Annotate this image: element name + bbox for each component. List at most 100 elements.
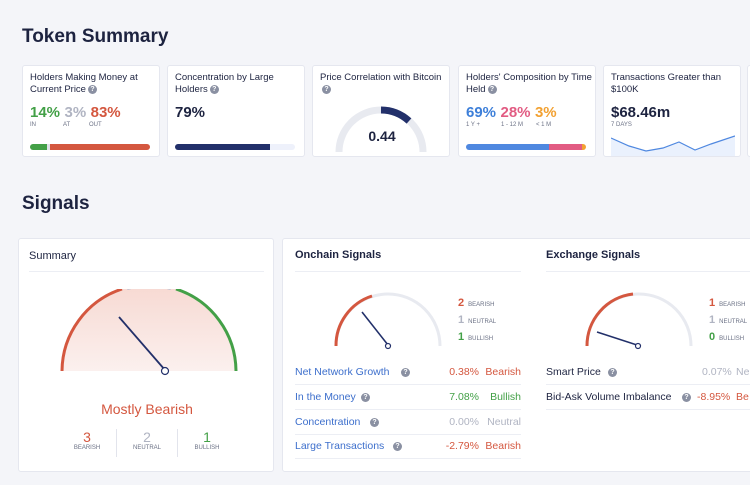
exchange-bullish: 0 BULLISH bbox=[709, 331, 744, 343]
help-icon[interactable]: ? bbox=[393, 442, 402, 451]
money-bar-out bbox=[50, 144, 150, 150]
onchain-bearish-count: 2 bbox=[458, 297, 465, 309]
onchain-neutral-count: 1 bbox=[458, 314, 465, 326]
onchain-bearish: 2 BEARISH bbox=[458, 297, 494, 309]
concentration-title-text: Concentration by Large Holders bbox=[175, 72, 274, 95]
onchain-row-signal: Bearish bbox=[485, 366, 521, 378]
price-correlation-card[interactable]: Price Correlation with Bitcoin? 0.44 bbox=[312, 65, 450, 157]
onchain-row-percent: -2.79% bbox=[445, 440, 479, 452]
transactions-card[interactable]: Transactions Greater than $100K $68.46m … bbox=[603, 65, 741, 157]
onchain-gauge bbox=[334, 292, 442, 350]
onchain-neutral: 1 NEUTRAL bbox=[458, 314, 496, 326]
exchange-gauge-bearish-arc bbox=[585, 292, 634, 347]
correlation-gauge-fill bbox=[380, 106, 412, 124]
help-icon[interactable]: ? bbox=[87, 84, 97, 94]
onchain-row-label[interactable]: Large Transactions bbox=[295, 440, 385, 452]
summary-sep-1 bbox=[116, 429, 117, 457]
help-icon[interactable]: ? bbox=[401, 368, 410, 377]
long-term-value: 69% bbox=[466, 104, 497, 121]
onchain-row-label[interactable]: In the Money bbox=[295, 391, 356, 403]
summary-bullish-label: BULLISH bbox=[194, 445, 220, 451]
composition-bar-mid bbox=[548, 144, 583, 150]
exchange-row-signal: Ne bbox=[736, 366, 750, 378]
onchain-row-label[interactable]: Net Network Growth bbox=[295, 366, 390, 378]
composition-title-text: Holders' Composition by Time Held bbox=[466, 72, 592, 95]
onchain-gauge-track bbox=[334, 292, 442, 347]
onchain-row-percent: 0.38% bbox=[449, 366, 479, 378]
in-value: 14% bbox=[30, 104, 61, 121]
help-icon[interactable]: ? bbox=[361, 393, 370, 402]
short-term-label: < 1 M bbox=[536, 122, 552, 128]
exchange-bearish-label: BEARISH bbox=[719, 302, 746, 308]
summary-gauge-area bbox=[62, 289, 236, 371]
exchange-row[interactable]: Smart Price? 0.07% Ne bbox=[546, 361, 750, 385]
exchange-bullish-label: BULLISH bbox=[719, 336, 745, 342]
concentration-bar-fill bbox=[175, 144, 270, 150]
help-icon[interactable]: ? bbox=[487, 84, 497, 94]
help-icon[interactable]: ? bbox=[682, 393, 691, 402]
exchange-neutral: 1 NEUTRAL bbox=[709, 314, 747, 326]
exchange-gauge-needle bbox=[596, 331, 638, 346]
summary-card: Summary Mostly Bearish 3 BEARISH 2 NEUTR… bbox=[18, 238, 274, 472]
mid-term-label: 1 - 12 M bbox=[501, 122, 524, 128]
at-value: 3% bbox=[64, 104, 87, 121]
concentration-bar bbox=[175, 144, 295, 150]
onchain-divider bbox=[295, 271, 521, 272]
out-label: OUT bbox=[89, 122, 102, 128]
onchain-row-signal: Neutral bbox=[487, 416, 521, 428]
onchain-bullish-label: BULLISH bbox=[468, 336, 494, 342]
onchain-row[interactable]: Concentration? 0.00% Neutral bbox=[295, 411, 521, 435]
summary-bearish-count: 3 bbox=[83, 429, 91, 445]
exchange-row-signal: Be bbox=[736, 391, 749, 403]
short-term-value: 3% bbox=[534, 104, 557, 121]
onchain-row[interactable]: Large Transactions? -2.79% Bearish bbox=[295, 435, 521, 459]
help-icon[interactable]: ? bbox=[322, 84, 331, 94]
onchain-row[interactable]: Net Network Growth? 0.38% Bearish bbox=[295, 361, 521, 385]
summary-neutral: 2 NEUTRAL bbox=[129, 429, 165, 451]
next-card-edge bbox=[747, 65, 750, 157]
signals-detail-card bbox=[282, 238, 750, 472]
onchain-row-percent: 0.00% bbox=[449, 416, 479, 428]
exchange-row-label[interactable]: Smart Price bbox=[546, 366, 601, 378]
signals-heading: Signals bbox=[22, 193, 90, 214]
at-label: AT bbox=[63, 122, 71, 128]
composition-card[interactable]: Holders' Composition by Time Held? 69% 2… bbox=[458, 65, 596, 157]
exchange-row-percent: 0.07% bbox=[702, 366, 732, 378]
token-summary-heading: Token Summary bbox=[22, 26, 169, 47]
summary-gauge-hub bbox=[160, 366, 170, 376]
sparkline-area bbox=[611, 136, 735, 156]
price-correlation-title: Price Correlation with Bitcoin? bbox=[320, 72, 446, 96]
exchange-bearish-count: 1 bbox=[709, 297, 716, 309]
transactions-period: 7 DAYS bbox=[611, 122, 632, 128]
exchange-row-percent: -8.95% bbox=[697, 391, 731, 403]
exchange-row-label[interactable]: Bid-Ask Volume Imbalance bbox=[546, 391, 672, 403]
summary-bullish: 1 BULLISH bbox=[189, 429, 225, 451]
onchain-row[interactable]: In the Money? 7.08% Bullish bbox=[295, 386, 521, 410]
summary-bearish: 3 BEARISH bbox=[69, 429, 105, 451]
holders-money-card[interactable]: Holders Making Money at Current Price? 1… bbox=[22, 65, 160, 157]
transactions-title: Transactions Greater than $100K bbox=[611, 72, 722, 95]
summary-gauge-bullish-arc bbox=[175, 289, 238, 372]
help-icon[interactable]: ? bbox=[370, 418, 379, 427]
transactions-sparkline bbox=[611, 135, 735, 156]
exchange-title: Exchange Signals bbox=[546, 249, 641, 261]
concentration-card[interactable]: Concentration by Large Holders? 79% bbox=[167, 65, 305, 157]
summary-sep-2 bbox=[177, 429, 178, 457]
summary-gauge bbox=[60, 289, 238, 376]
composition-bar-short bbox=[582, 144, 586, 150]
summary-neutral-label: NEUTRAL bbox=[132, 445, 161, 451]
onchain-gauge-hub bbox=[384, 342, 392, 350]
concentration-value: 79% bbox=[175, 104, 206, 121]
onchain-row-signal: Bearish bbox=[485, 440, 521, 452]
money-bar bbox=[30, 144, 150, 150]
help-icon[interactable]: ? bbox=[209, 84, 219, 94]
exchange-row[interactable]: Bid-Ask Volume Imbalance? -8.95% Be bbox=[546, 386, 750, 410]
correlation-gauge bbox=[335, 106, 427, 153]
exchange-gauge-hub bbox=[634, 342, 642, 350]
help-icon[interactable]: ? bbox=[608, 368, 617, 377]
price-correlation-title-text: Price Correlation with Bitcoin bbox=[320, 72, 442, 83]
exchange-neutral-count: 1 bbox=[709, 314, 716, 326]
long-term-label: 1 Y + bbox=[466, 122, 480, 128]
holders-money-title: Holders Making Money at Current Price? bbox=[30, 72, 156, 96]
onchain-row-label[interactable]: Concentration bbox=[295, 416, 361, 428]
